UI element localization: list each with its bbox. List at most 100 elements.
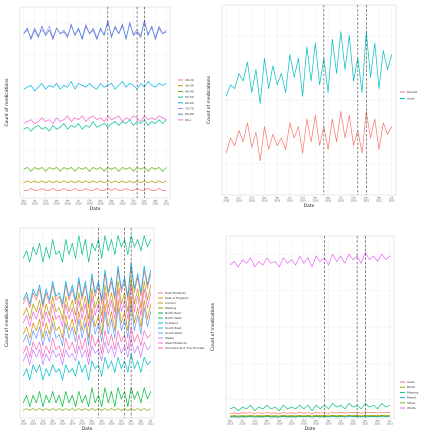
series-lines (23, 20, 167, 191)
x-tick-year: 2018 (40, 422, 47, 425)
x-tick-year: 2019 (65, 202, 72, 205)
series-line-east-midlands (22, 265, 152, 309)
legend-entry: Wales (165, 336, 174, 340)
x-tick-year: 2020 (338, 199, 345, 202)
x-tick-month: Jul (389, 197, 393, 200)
series-line-london (22, 277, 152, 320)
x-tick-month: Jul (109, 420, 113, 423)
legend-entry: South West (165, 331, 183, 335)
series-line-north-east (22, 387, 152, 407)
x-tick-year: 2018 (21, 202, 28, 205)
legend-entry: West Midlands (165, 341, 187, 345)
x-tick-month: Jul (76, 200, 80, 203)
x-tick-year: 2021 (148, 422, 155, 425)
legend-entry: Yorkshire and The Humber (165, 346, 205, 350)
x-tick-month: Apr (275, 197, 279, 200)
x-tick-year: 2020 (108, 202, 115, 205)
x-tick-month: Jul (387, 420, 391, 423)
legend-entry: South East (165, 326, 182, 330)
x-tick-month: Oct (80, 420, 84, 423)
x-tick-year: 2021 (387, 422, 394, 425)
series-line-90- (23, 115, 167, 124)
series-line-south-west (22, 303, 152, 347)
x-tick-month: Jan (142, 200, 147, 203)
x-tick-year: 2020 (338, 422, 345, 425)
x-tick-month: Jan (362, 420, 367, 423)
series-line-18-29 (23, 188, 167, 191)
x-tick-month: Jul (240, 420, 244, 423)
legend-entry: London (165, 301, 176, 305)
x-tick-month: Jan (264, 420, 269, 423)
legend-entry: 90+ (185, 118, 192, 122)
x-tick-month: Jan (262, 197, 267, 200)
series-line-female (225, 111, 393, 162)
legend-entry: Missing (407, 390, 418, 394)
x-tick-year: 2020 (325, 422, 332, 425)
x-tick-month: Jul (148, 420, 152, 423)
series-line-80-89 (23, 20, 167, 40)
x-tick-year: 2018 (43, 202, 50, 205)
x-tick-month: Jul (164, 200, 168, 203)
x-tick-month: Oct (41, 420, 45, 423)
event-lines (98, 228, 132, 418)
legend-entry: East Midlands (165, 291, 186, 295)
legend-entry: male (407, 97, 415, 101)
series-line-50-59 (23, 119, 167, 132)
series-line-south-east (22, 261, 152, 305)
x-tick-year: 2019 (301, 422, 308, 425)
x-tick-year: 2018 (239, 422, 246, 425)
x-tick-year: 2021 (152, 202, 159, 205)
legend-entry: Scotland (165, 321, 178, 325)
legend-entry: Asian (407, 380, 415, 384)
series-line-mixed (230, 416, 390, 418)
x-tick-month: Apr (65, 200, 69, 203)
chart-panel-1: Apr2018Jul2018Oct2018Jan2019Apr2019Jul20… (4, 6, 194, 212)
x-tick-month: Apr (109, 200, 113, 203)
x-tick-year: 2020 (89, 422, 96, 425)
x-tick-month: Jul (70, 420, 74, 423)
event-lines (323, 5, 367, 195)
y-axis-label: Count of medications (210, 302, 216, 351)
x-tick-year: 2021 (128, 422, 135, 425)
x-tick-month: Oct (351, 420, 355, 423)
series-line-wales (22, 337, 151, 366)
legend-entry: East of England (165, 296, 189, 300)
x-tick-year: 2018 (20, 422, 27, 425)
x-tick-year: 2020 (350, 422, 357, 425)
series-line-30-39 (23, 180, 167, 184)
y-axis-label: Count of medications (4, 298, 10, 347)
legend-entry: North East (165, 311, 182, 315)
x-tick-year: 2019 (54, 202, 61, 205)
x-tick-month: Apr (376, 420, 380, 423)
x-tick-month: Jan (313, 420, 318, 423)
x-tick-month: Apr (139, 420, 143, 423)
x-axis-label: Date (82, 426, 93, 432)
x-tick-month: Apr (21, 420, 25, 423)
x-tick-month: Jul (31, 420, 35, 423)
series-line-black (230, 414, 390, 417)
legend-entry: 50-59 (185, 95, 194, 99)
y-axis-label: Count of medications (206, 75, 212, 124)
x-tick-year: 2020 (130, 202, 137, 205)
x-tick-year: 2020 (313, 422, 320, 425)
x-tick-month: Oct (351, 197, 355, 200)
legend-entry: White (407, 406, 416, 410)
x-tick-year: 2021 (376, 199, 383, 202)
series-line-male (225, 31, 393, 105)
legend-entry: Other (407, 401, 416, 405)
x-axis-label: Date (305, 426, 316, 432)
legend-entry: female (407, 90, 417, 94)
series-line-asian (230, 411, 390, 414)
x-tick-year: 2021 (138, 422, 145, 425)
x-tick-year: 2019 (300, 199, 307, 202)
x-tick-month: Jan (313, 197, 318, 200)
x-tick-month: Apr (60, 420, 64, 423)
x-tick-year: 2019 (75, 202, 82, 205)
event-lines (324, 236, 366, 418)
chart-panel-4: Apr2018Jul2018Oct2018Jan2019Apr2019Jul20… (210, 235, 418, 432)
legend-entry: Missing (165, 306, 176, 310)
x-tick-year: 2020 (119, 202, 126, 205)
x-tick-month: Apr (100, 420, 104, 423)
